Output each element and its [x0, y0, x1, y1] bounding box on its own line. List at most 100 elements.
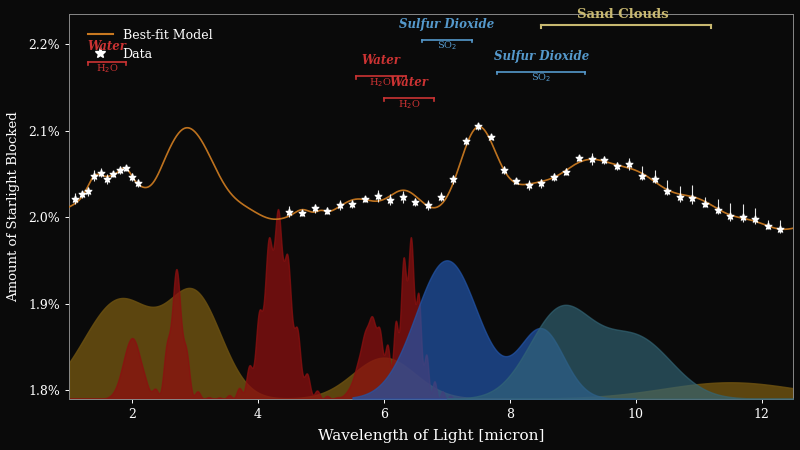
- Point: [113, 166, 126, 174]
- Point: [674, 194, 686, 201]
- Point: [459, 138, 472, 145]
- Point: [535, 180, 548, 187]
- Point: [88, 172, 101, 180]
- Legend: Best-fit Model, Data: Best-fit Model, Data: [82, 24, 218, 66]
- Point: [774, 225, 787, 233]
- Point: [283, 208, 296, 215]
- Point: [358, 196, 371, 203]
- Point: [396, 194, 409, 201]
- Point: [686, 195, 698, 202]
- Point: [522, 181, 535, 189]
- Point: [510, 177, 522, 184]
- Point: [661, 187, 674, 194]
- Point: [94, 169, 107, 176]
- Point: [560, 168, 573, 175]
- Text: H$_2$O: H$_2$O: [370, 76, 392, 89]
- Point: [711, 206, 724, 213]
- Point: [396, 194, 409, 201]
- Point: [736, 214, 749, 221]
- Text: Sulfur Dioxide: Sulfur Dioxide: [399, 18, 494, 31]
- Point: [547, 173, 560, 180]
- Point: [485, 133, 498, 140]
- Point: [497, 166, 510, 174]
- Point: [422, 202, 434, 209]
- Point: [623, 160, 636, 167]
- Point: [371, 192, 384, 199]
- Text: Sulfur Dioxide: Sulfur Dioxide: [494, 50, 589, 63]
- Point: [749, 216, 762, 223]
- Point: [762, 223, 774, 230]
- Point: [497, 166, 510, 174]
- Point: [94, 169, 107, 176]
- Point: [82, 188, 94, 195]
- Point: [409, 198, 422, 206]
- Point: [346, 200, 359, 207]
- Point: [459, 138, 472, 145]
- Point: [522, 181, 535, 189]
- Point: [635, 172, 648, 180]
- Point: [371, 192, 384, 199]
- Point: [334, 201, 346, 208]
- Y-axis label: Amount of Starlight Blocked: Amount of Starlight Blocked: [7, 111, 20, 302]
- Point: [321, 207, 334, 214]
- Point: [736, 214, 749, 221]
- Point: [101, 175, 114, 182]
- Point: [724, 212, 737, 220]
- Point: [485, 133, 498, 140]
- Point: [132, 180, 145, 187]
- Point: [711, 206, 724, 213]
- Point: [598, 156, 610, 163]
- Point: [132, 180, 145, 187]
- Point: [434, 193, 447, 200]
- Point: [762, 223, 774, 230]
- Point: [674, 194, 686, 201]
- Point: [774, 225, 787, 233]
- Point: [308, 205, 321, 212]
- Point: [698, 201, 711, 208]
- Point: [635, 172, 648, 180]
- Point: [749, 216, 762, 223]
- Point: [661, 187, 674, 194]
- Point: [409, 198, 422, 206]
- Point: [648, 176, 661, 183]
- Point: [573, 154, 586, 162]
- Point: [119, 165, 132, 172]
- Point: [434, 193, 447, 200]
- Point: [69, 195, 82, 202]
- Text: SO$_2$: SO$_2$: [437, 40, 457, 53]
- Point: [101, 175, 114, 182]
- Point: [384, 196, 397, 203]
- X-axis label: Wavelength of Light [micron]: Wavelength of Light [micron]: [318, 429, 544, 443]
- Point: [296, 209, 309, 216]
- Point: [107, 170, 120, 177]
- Point: [648, 176, 661, 183]
- Text: Water: Water: [87, 40, 126, 53]
- Point: [698, 201, 711, 208]
- Point: [586, 155, 598, 162]
- Point: [334, 201, 346, 208]
- Point: [472, 123, 485, 130]
- Point: [126, 173, 138, 180]
- Point: [82, 188, 94, 195]
- Point: [610, 162, 623, 170]
- Point: [422, 202, 434, 209]
- Point: [547, 173, 560, 180]
- Point: [686, 195, 698, 202]
- Point: [472, 123, 485, 130]
- Point: [598, 156, 610, 163]
- Point: [610, 162, 623, 170]
- Point: [573, 154, 586, 162]
- Point: [75, 191, 88, 198]
- Point: [113, 166, 126, 174]
- Point: [321, 207, 334, 214]
- Point: [346, 200, 359, 207]
- Point: [69, 195, 82, 202]
- Point: [283, 208, 296, 215]
- Point: [126, 173, 138, 180]
- Point: [88, 172, 101, 180]
- Point: [308, 205, 321, 212]
- Point: [560, 168, 573, 175]
- Text: H$_2$O: H$_2$O: [96, 62, 118, 75]
- Point: [586, 155, 598, 162]
- Point: [358, 196, 371, 203]
